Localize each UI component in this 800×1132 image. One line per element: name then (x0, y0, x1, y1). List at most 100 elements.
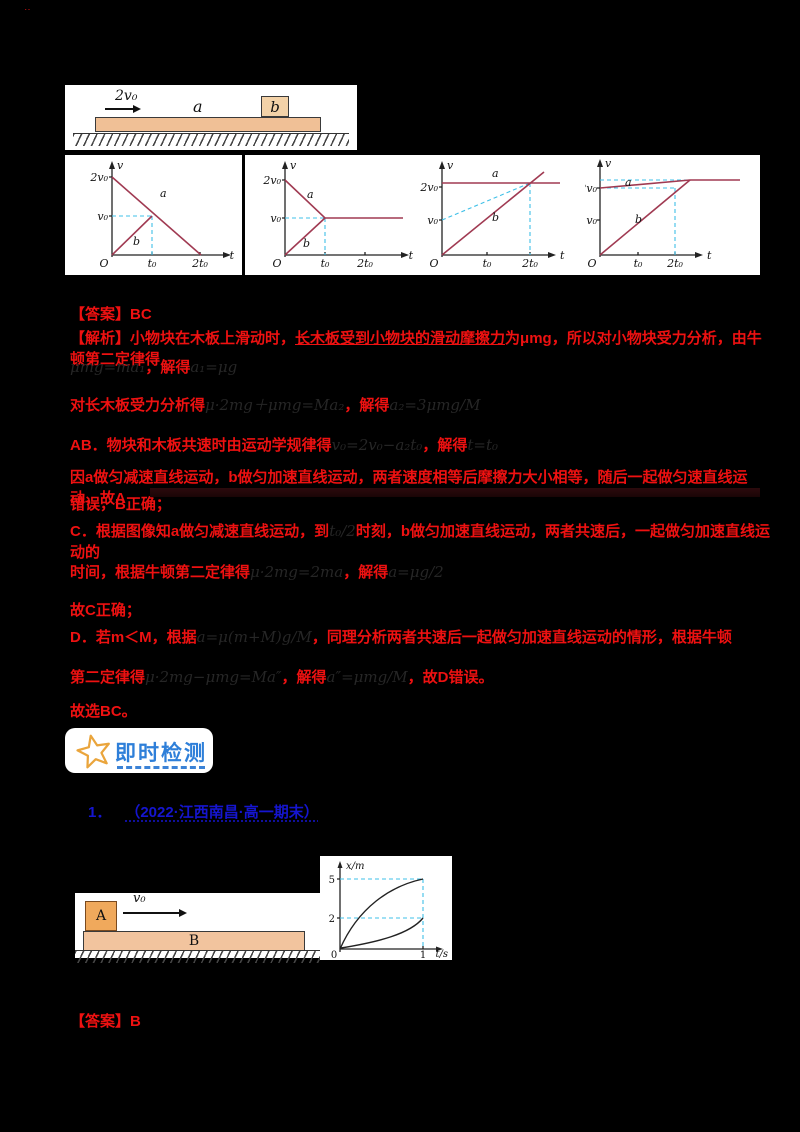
formula: v₀=2v₀−a₂t₀ (331, 436, 423, 454)
guide-dashes (441, 182, 531, 255)
solution-line: D．若m＜M，根据a=μ(m+M)g/M，同理分析两者共速后一起做匀加速直线运动… (70, 627, 770, 648)
graph-option-d-svg: v t 2v₀ v₀ t₀ 2t₀ O a b (578, 157, 740, 270)
solution-text: 故选BC。 (70, 703, 137, 720)
ticks (337, 878, 424, 949)
ticks (282, 179, 366, 255)
solution-answer-line: 【答案】BC (70, 304, 770, 325)
solution-text: C．根据图像知a做匀减速直线运动，到 (70, 523, 330, 540)
solution-text: 对长木板受力分析得 (70, 397, 206, 414)
solution-line: 错误，B正确； (70, 494, 770, 515)
graph-option-d: v t 2v₀ v₀ t₀ 2t₀ O a b (578, 155, 760, 275)
solution-line: 【解析】小物块在木板上滑动时，长木板受到小物块的滑动摩擦力为μmg，所以对小物块… (70, 328, 770, 370)
solution-line: μmg=ma₁，解得a₁=μg (70, 357, 770, 378)
tick-2t0: 2t₀ (521, 257, 538, 270)
velocity-label: 2v₀ (115, 88, 138, 104)
tick-t0: t₀ (634, 257, 643, 270)
graph-option-b-svg: v t 2v₀ v₀ t₀ 2t₀ O a b (262, 159, 413, 270)
solution-text: AB．物块和木板共速时由运动学规律得 (70, 437, 332, 454)
ticks (597, 187, 676, 255)
solution-text: ，同理分析两者共速后一起做匀加速直线运动的情形，根据牛顿 (311, 629, 732, 646)
solution-text: ，故D错误。 (407, 669, 494, 686)
formula: t=t₀ (467, 436, 498, 454)
ticks (439, 186, 531, 255)
tick-t0: t₀ (148, 257, 157, 270)
t-axis-label: t (707, 249, 712, 262)
velocity-arrow (105, 108, 135, 110)
solution-text: 时刻，b做匀加速直线运动，两者共速后，一起做匀加速直线运动的 (70, 523, 770, 561)
solution-line: 因a做匀减速直线运动，b做匀加速直线运动，两者速度相等后摩擦力大小相等，随后一起… (70, 467, 770, 509)
star-icon (76, 734, 110, 769)
plank-B-label: B (188, 933, 200, 949)
v-axis-label: v (605, 157, 612, 170)
section-header: 即时检测 (65, 728, 213, 773)
tick-1: 1 (420, 950, 426, 960)
formula: μ·2mg＋μmg=Ma₂ (205, 396, 345, 414)
x-axis-arrow (436, 946, 443, 952)
curve-a (284, 179, 403, 219)
y-axis-arrow (439, 161, 445, 169)
solution-text: 时间，根据牛顿第二定律得 (70, 564, 251, 581)
formula: μ·2mg−μmg=Ma″ (145, 668, 282, 686)
section-title: 即时检测 (115, 742, 207, 765)
answer-text: 【答案】BC (70, 306, 152, 323)
solution-line: 时间，根据牛顿第二定律得μ·2mg=2ma，解得a=μg/2 (70, 562, 770, 583)
origin-label: O (99, 257, 108, 270)
solution-line: C．根据图像知a做匀减速直线运动，到t₀/2时刻，b做匀加速直线运动，两者共速后… (70, 521, 770, 563)
x-axis-arrow (401, 252, 409, 258)
formula: a=μg/2 (388, 563, 444, 581)
formula: μmg=ma₁ (70, 358, 146, 376)
origin-label: O (429, 257, 438, 270)
tick-2v0: 2v₀ (420, 181, 439, 194)
block-A-label: A (95, 908, 107, 924)
v-axis-label: v (117, 159, 124, 172)
curve-lower (340, 917, 424, 949)
v0-arrowhead (179, 908, 187, 917)
solution-line: AB．物块和木板共速时由运动学规律得v₀=2v₀−a₂t₀，解得t=t₀ (70, 435, 770, 456)
solution-text: ，解得 (344, 397, 390, 414)
x-axis-label: t/s (435, 949, 448, 960)
tick-5: 5 (329, 875, 335, 886)
curve-b (284, 217, 326, 256)
ticks (109, 176, 201, 255)
x-axis-arrow (548, 252, 556, 258)
graph-option-a: v t 2v₀ v₀ t₀ 2t₀ O a b (65, 155, 242, 275)
graph-option-c: v t 2v₀ v₀ t₀ 2t₀ O a b (419, 155, 598, 275)
formula: μ·2mg=2ma (250, 563, 344, 581)
solution-line: 第二定律得μ·2mg−μmg=Ma″，解得a″=μmg/M，故D错误。 (70, 667, 770, 688)
x-axis-arrow (695, 252, 703, 258)
formula: a₂=3μmg/M (389, 396, 481, 414)
label-curve-a: a (160, 187, 167, 200)
graph-option-a-svg: v t 2v₀ v₀ t₀ 2t₀ O a b (89, 159, 234, 270)
tick-2t0: 2t₀ (191, 257, 208, 270)
tick-2t0: 2t₀ (666, 257, 683, 270)
y-axis-arrow (109, 161, 115, 169)
block-A: A (85, 901, 117, 931)
plank-a-label: a (193, 97, 203, 116)
label-curve-a: a (307, 188, 314, 201)
curve-a (111, 176, 202, 256)
tick-v0: v₀ (586, 214, 597, 227)
figure-plank-ab: 2v₀ a b (65, 85, 357, 150)
solution-text: 错误，B正确； (70, 496, 171, 513)
block-b: b (261, 96, 289, 117)
solution-conclusion: 故选BC。 (70, 701, 770, 722)
tick-2: 2 (329, 914, 335, 925)
tick-t0: t₀ (483, 257, 492, 270)
curve-a (599, 179, 740, 189)
solution-text-underlined: 长木板受到小物块的滑动摩擦力 (295, 330, 506, 347)
v-axis-label: v (290, 159, 297, 172)
t-axis-label: t (560, 249, 565, 262)
label-curve-a: a (492, 167, 499, 180)
label-curve-b: b (635, 213, 642, 226)
guide-dashes (600, 179, 690, 255)
curve-b (111, 215, 153, 256)
formula: a₁=μg (190, 358, 238, 376)
graph-option-c-svg: v t 2v₀ v₀ t₀ 2t₀ O a b (419, 159, 565, 270)
plank-a (95, 117, 321, 132)
tick-2v0: 2v₀ (262, 174, 281, 187)
solution-text: 因a做匀减速直线运动，b做匀加速直线运动，两者速度相等后摩擦力大小相等，随后一起… (70, 469, 748, 507)
y-axis-arrow (282, 161, 288, 169)
solution-text: ，解得 (422, 437, 468, 454)
ground-hatch (73, 133, 349, 146)
dark-text-artifact (150, 488, 760, 497)
